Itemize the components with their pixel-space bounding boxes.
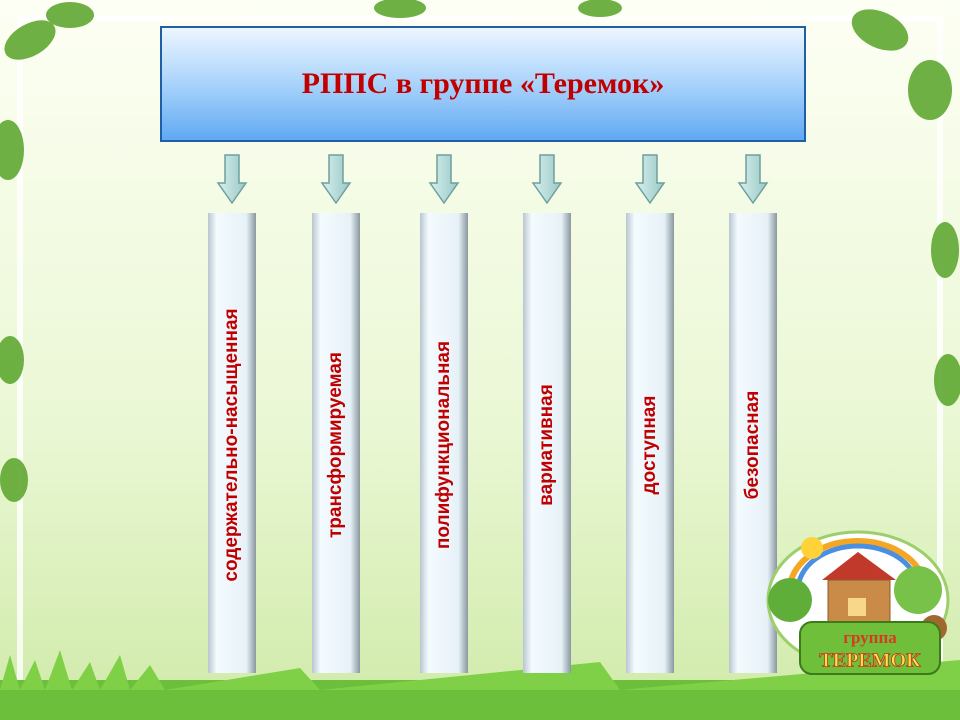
column-label: доступная [639,396,660,495]
arrow [216,154,248,205]
arrow [737,154,769,205]
column-label: содержательно-насыщенная [221,308,242,581]
column [626,213,674,673]
column [523,213,571,673]
column-label: вариативная [536,384,557,506]
column [208,213,256,673]
column [312,213,360,673]
leaves [0,0,960,502]
logo-line2: ТЕРЕМОК [819,650,921,672]
arrow [531,154,563,205]
arrow [428,154,460,205]
title: РППС в группе «Теремок» [302,67,665,100]
arrow [320,154,352,205]
column-label: трансформируемая [325,352,346,538]
arrow [634,154,666,205]
column-label: безопасная [742,391,763,500]
column-label: полифункциональная [433,341,454,549]
title-box [160,26,806,142]
logo: группа ТЕРЕМОК [766,530,950,675]
grass-blades [0,650,960,690]
column [420,213,468,673]
logo-line1: группа [843,628,897,647]
